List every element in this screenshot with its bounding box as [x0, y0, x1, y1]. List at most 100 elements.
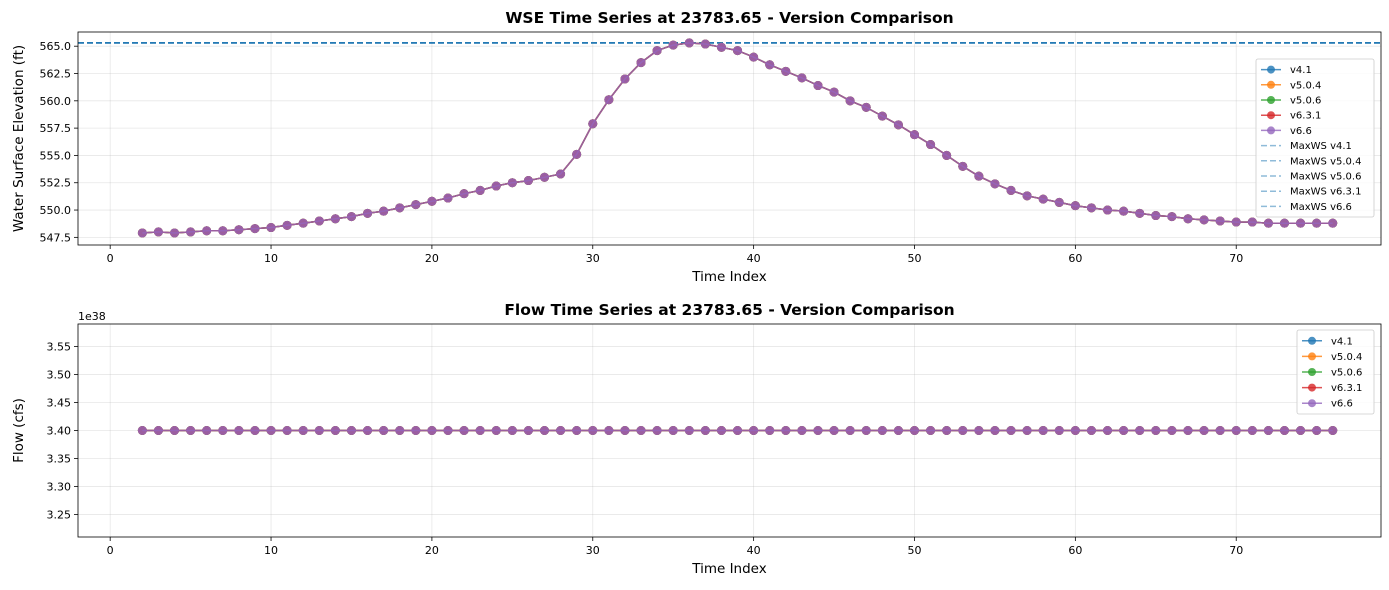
chart1-legend-item: v6.6 [1302, 399, 1353, 410]
chart0-data-point [540, 172, 550, 182]
chart1-data-point [459, 426, 469, 435]
chart0-data-point [1279, 218, 1289, 228]
chart1-legend-item: v6.3.1 [1302, 383, 1362, 394]
chart1-data-point [540, 426, 550, 435]
chart1-data-point [395, 426, 405, 435]
chart1-y-tick-label: 3.25 [47, 509, 72, 522]
chart1-data-point [797, 426, 807, 435]
chart0-x-axis-label: Time Index [691, 269, 767, 285]
chart0-legend-label: MaxWS v5.0.4 [1290, 156, 1361, 167]
chart1-series-v6.6 [137, 426, 1338, 435]
chart1-data-point [137, 426, 147, 435]
chart0-data-point [507, 178, 517, 188]
chart1-data-point [620, 426, 630, 435]
chart0-data-point [684, 38, 694, 48]
chart1-data-point [1231, 426, 1241, 435]
chart1-data-point [314, 426, 324, 435]
chart1-data-point [507, 426, 517, 435]
chart1-data-point [427, 426, 437, 435]
chart1-data-point [893, 426, 903, 435]
chart0-data-point [137, 228, 147, 238]
chart1-data-point [668, 426, 678, 435]
chart0-data-point [893, 120, 903, 130]
chart1-data-point [346, 426, 356, 435]
chart0-data-point [700, 39, 710, 49]
chart1-x-axis-label: Time Index [691, 561, 767, 577]
chart1-legend: v4.1 v5.0.4 v5.0.6 v6.3.1 v6.6 [1296, 329, 1375, 415]
chart1-legend-label: v5.0.4 [1331, 352, 1362, 363]
chart0-data-point [845, 96, 855, 106]
chart1-y-tick-label: 3.30 [47, 481, 72, 494]
chart1-x-tick-label: 20 [425, 544, 439, 557]
chart0-data-point [1167, 212, 1177, 222]
chart1-data-point [266, 426, 276, 435]
chart0-data-point [1183, 214, 1193, 224]
chart1-y-tick-label: 3.50 [47, 368, 72, 381]
chart0-legend-label: MaxWS v4.1 [1290, 141, 1352, 152]
chart1-data-point [330, 426, 340, 435]
chart0-data-point [733, 46, 743, 56]
chart0-legend-marker [1267, 96, 1275, 104]
chart0-y-tick-label: 562.5 [40, 68, 72, 81]
chart1-data-point [1279, 426, 1289, 435]
chart1-legend-marker [1308, 383, 1316, 392]
chart1-x-tick-label: 10 [264, 544, 278, 557]
chart1-data-point [475, 426, 485, 435]
chart1-data-point [153, 426, 163, 435]
chart0-data-point [523, 176, 533, 186]
chart1-data-point [829, 426, 839, 435]
chart1-data-point [861, 426, 871, 435]
chart1-legend-marker [1308, 399, 1316, 408]
chart0-legend-item: v5.0.4 [1261, 80, 1321, 91]
chart0-data-point [314, 216, 324, 226]
chart0-data-point [475, 185, 485, 195]
chart1-y-tick-label: 3.40 [47, 425, 72, 438]
chart1-data-point [636, 426, 646, 435]
chart0-plot-area [78, 32, 1381, 245]
chart0-legend-item: MaxWS v6.6 [1261, 202, 1352, 213]
chart0-data-point [974, 171, 984, 181]
chart1-data-point [1167, 426, 1177, 435]
chart0-data-point [266, 223, 276, 233]
chart0-x-tick-label: 30 [586, 252, 600, 265]
chart0-data-point [170, 228, 180, 238]
chart0-data-point [636, 58, 646, 68]
chart0-data-point [1296, 218, 1306, 228]
chart0-legend-label: v5.0.4 [1290, 80, 1321, 91]
chart0-legend-label: MaxWS v6.6 [1290, 202, 1352, 213]
chart0-data-point [942, 150, 952, 160]
chart0-y-tick-label: 555.0 [40, 149, 72, 162]
chart1-data-point [1022, 426, 1032, 435]
chart0-y-tick-label: 557.5 [40, 122, 72, 135]
chart0-legend: v4.1 v5.0.4 v5.0.6 v6.3.1 v6.6 MaxWS v4.1 MaxW… [1255, 58, 1375, 218]
chart0-data-point [1215, 216, 1225, 226]
chart0-y-tick-label: 552.5 [40, 177, 72, 190]
chart0-data-point [298, 218, 308, 228]
chart1-x-tick-label: 40 [747, 544, 761, 557]
chart0-y-tick-label: 560.0 [40, 95, 72, 108]
chart0-data-point [330, 214, 340, 224]
chart0-data-point [1231, 217, 1241, 227]
chart0-x-tick-label: 40 [747, 252, 761, 265]
chart0-data-point [1022, 191, 1032, 201]
chart0-data-point [395, 203, 405, 213]
chart0-data-point [652, 46, 662, 56]
chart1-data-point [1006, 426, 1016, 435]
chart0-legend-item: MaxWS v5.0.4 [1261, 156, 1361, 167]
chart0-legend-label: v4.1 [1290, 65, 1312, 76]
chart1-data-point [1312, 426, 1322, 435]
chart0-frame [77, 31, 1382, 246]
chart0-y-tick-label: 547.5 [40, 231, 72, 244]
chart0-data-point [588, 119, 598, 129]
chart1-data-point [958, 426, 968, 435]
chart0-data-point [797, 73, 807, 83]
chart0-data-point [202, 226, 212, 236]
chart1-data-point [298, 426, 308, 435]
chart0-data-point [572, 149, 582, 159]
chart0-data-point [668, 40, 678, 50]
chart0-data-point [958, 161, 968, 171]
chart0-x-tick-label: 20 [425, 252, 439, 265]
chart1-data-point [1103, 426, 1113, 435]
chart1-title: Flow Time Series at 23783.65 - Version C… [504, 301, 954, 319]
